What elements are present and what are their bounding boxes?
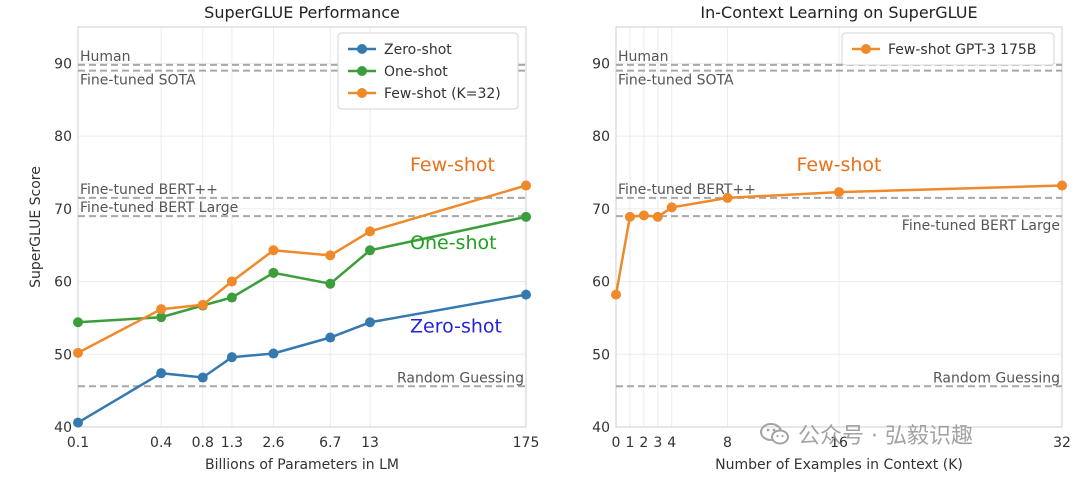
x-tick-label: 6.7 (319, 435, 341, 451)
legend-marker-few-shot-gpt-3-175b (861, 44, 871, 54)
data-point-zero-shot (73, 417, 83, 428)
legend-label-one-shot: One-shot (384, 64, 448, 80)
chart-title: SuperGLUE Performance (204, 3, 400, 22)
y-tick-label: 50 (54, 347, 72, 363)
data-point-few-shot-gpt-3-175b (666, 202, 677, 213)
data-point-few-shot-k-32 (325, 250, 336, 261)
x-tick-label: 32 (1053, 435, 1071, 451)
chart-in-context-learning: Human Fine-tuned SOTA Fine-tuned BERT++ Fin… (592, 3, 1071, 473)
data-point-zero-shot (521, 289, 531, 300)
data-point-one-shot (268, 267, 279, 278)
x-axis-label: Number of Examples in Context (K) (715, 457, 963, 473)
data-point-few-shot-gpt-3-175b (638, 210, 649, 221)
x-tick-label: 8 (723, 435, 732, 451)
legend-box (841, 32, 1055, 66)
plot-frame (615, 26, 1063, 428)
y-tick-label: 80 (592, 129, 610, 145)
x-tick-label: 1.3 (221, 435, 243, 451)
legend-label-few-shot-gpt-3-175b: Few-shot GPT-3 175B (888, 42, 1036, 58)
annotation-zero-shot: Zero-shot (410, 315, 502, 337)
y-tick-label: 70 (592, 202, 610, 218)
data-point-zero-shot (226, 352, 237, 363)
x-tick-label: 2.6 (262, 435, 284, 451)
data-point-few-shot-k-32 (156, 304, 167, 315)
data-point-few-shot-gpt-3-175b (1057, 180, 1067, 191)
y-tick-label: 40 (592, 420, 610, 436)
series-line-one-shot (77, 215, 527, 324)
reference-label-fine-tuned-bert-large: Fine-tuned BERT Large (80, 200, 238, 216)
y-tick-label: 90 (54, 56, 72, 72)
legend-box (337, 32, 519, 110)
reference-label-fine-tuned-sota: Fine-tuned SOTA (80, 73, 196, 89)
data-point-few-shot-gpt-3-175b (611, 289, 621, 300)
x-tick-label: 2 (639, 435, 648, 451)
data-point-zero-shot (197, 372, 208, 383)
x-tick-label: 4 (667, 435, 676, 451)
data-point-few-shot-k-32 (73, 347, 83, 358)
data-point-zero-shot (365, 317, 376, 328)
watermark: 公众号 · 弘毅识趣 (760, 418, 973, 450)
y-tick-label: 70 (54, 202, 72, 218)
data-point-few-shot-gpt-3-175b (652, 211, 663, 222)
data-point-zero-shot (325, 332, 336, 343)
data-point-one-shot (156, 312, 167, 323)
x-tick-label: 175 (513, 435, 540, 451)
y-tick-label: 60 (54, 275, 72, 291)
reference-label-fine-tuned-sota: Fine-tuned SOTA (618, 73, 734, 89)
legend-marker-few-shot-k-32 (357, 88, 367, 98)
reference-label-random-guessing: Random Guessing (933, 370, 1060, 386)
data-point-few-shot-gpt-3-175b (722, 192, 733, 203)
reference-label-fine-tuned-bert: Fine-tuned BERT++ (80, 182, 218, 198)
data-point-one-shot (521, 211, 531, 222)
x-tick-label: 3 (653, 435, 662, 451)
series-line-zero-shot (77, 293, 527, 424)
wechat-icon (760, 423, 789, 445)
x-axis-label: Billions of Parameters in LM (205, 457, 399, 473)
data-point-few-shot-gpt-3-175b (624, 211, 635, 222)
reference-label-human: Human (618, 49, 669, 65)
reference-label-random-guessing: Random Guessing (397, 370, 524, 386)
data-point-few-shot-k-32 (521, 180, 531, 191)
annotation-one-shot: One-shot (410, 232, 497, 254)
legend-label-zero-shot: Zero-shot (384, 42, 452, 58)
reference-label-human: Human (80, 49, 131, 65)
x-tick-label: 0.1 (67, 435, 89, 451)
legend-marker-zero-shot (357, 44, 367, 54)
data-point-few-shot-k-32 (268, 245, 279, 256)
y-tick-label: 80 (54, 129, 72, 145)
y-axis-label: SuperGLUE Score (28, 166, 44, 288)
chart-title: In-Context Learning on SuperGLUE (700, 3, 977, 22)
chart-superglue-performance: Human Fine-tuned SOTA Fine-tuned BERT++ Fin… (28, 3, 539, 473)
data-point-one-shot (73, 317, 83, 328)
x-tick-label: 0.8 (192, 435, 214, 451)
x-tick-label: 13 (361, 435, 379, 451)
legend-label-few-shot-k-32: Few-shot (K=32) (384, 86, 501, 102)
x-tick-label: 1 (625, 435, 634, 451)
y-tick-label: 60 (592, 275, 610, 291)
annotation-few-shot: Few-shot (797, 154, 882, 176)
y-tick-label: 40 (54, 420, 72, 436)
data-point-one-shot (365, 245, 376, 256)
x-tick-label: 16 (830, 435, 848, 451)
data-point-zero-shot (268, 348, 279, 359)
watermark-text: 公众号 · 弘毅识趣 (798, 424, 973, 449)
data-point-few-shot-k-32 (197, 299, 208, 310)
plot-frame (77, 26, 527, 428)
data-point-few-shot-k-32 (226, 276, 237, 287)
data-point-zero-shot (156, 368, 167, 379)
series-line-few-shot-k-32 (77, 184, 527, 354)
data-point-few-shot-gpt-3-175b (834, 187, 844, 198)
x-tick-label: 0.4 (150, 435, 172, 451)
data-point-one-shot (226, 292, 237, 303)
data-point-few-shot-k-32 (365, 226, 376, 237)
y-tick-label: 90 (592, 56, 610, 72)
x-tick-label: 0 (612, 435, 621, 451)
data-point-one-shot (325, 278, 336, 289)
reference-label-fine-tuned-bert: Fine-tuned BERT++ (618, 182, 756, 198)
annotation-few-shot: Few-shot (410, 154, 495, 176)
legend-marker-one-shot (357, 66, 367, 76)
reference-label-fine-tuned-bert-large: Fine-tuned BERT Large (902, 218, 1060, 234)
y-tick-label: 50 (592, 347, 610, 363)
